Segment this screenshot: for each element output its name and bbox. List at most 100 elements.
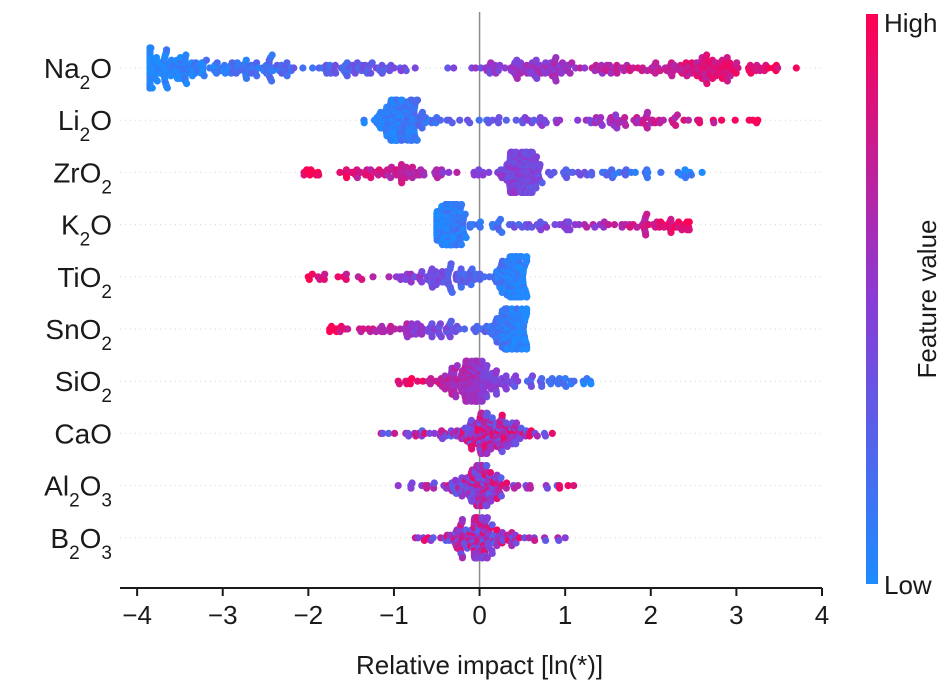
dot [268, 77, 276, 85]
dot [369, 273, 377, 281]
dot [622, 121, 630, 129]
dot [597, 114, 605, 122]
dot [418, 108, 427, 116]
dot [380, 328, 388, 336]
dot [407, 278, 415, 286]
dot [513, 74, 521, 82]
dot [556, 116, 564, 124]
dot [446, 333, 454, 341]
dot [598, 121, 606, 129]
dot [418, 278, 426, 286]
dot [515, 534, 524, 542]
dot [580, 380, 588, 388]
dot [202, 56, 210, 64]
x-tick-label: −4 [122, 600, 152, 630]
dot [475, 116, 483, 124]
dot [667, 228, 675, 236]
dot [512, 440, 520, 448]
dot [570, 482, 578, 490]
dot [485, 168, 493, 176]
dot [342, 270, 350, 278]
dot [710, 119, 718, 127]
dot [685, 218, 693, 226]
dot [444, 64, 452, 72]
dot [390, 64, 398, 72]
dot [478, 397, 486, 405]
dot [148, 84, 156, 92]
dot [575, 221, 583, 229]
dot [457, 283, 465, 291]
x-tick-label: 4 [815, 600, 829, 630]
dot [153, 77, 161, 85]
dot [479, 171, 487, 179]
dot [483, 409, 491, 417]
dot [308, 270, 316, 278]
dot [455, 325, 463, 333]
colorbar-gradient [866, 14, 878, 584]
dot [342, 275, 350, 283]
dot [413, 96, 422, 104]
dot [343, 174, 351, 182]
dot [523, 253, 531, 261]
dot [530, 116, 538, 124]
x-tick-label: 1 [558, 600, 572, 630]
dot [424, 482, 432, 490]
dot [367, 69, 375, 77]
x-tick-label: −2 [294, 600, 324, 630]
dot [332, 69, 340, 77]
dot [494, 119, 503, 127]
dot [503, 479, 511, 487]
dot [566, 69, 574, 77]
dot [436, 116, 444, 124]
dot [583, 223, 591, 231]
dot [498, 228, 506, 236]
dot [487, 497, 495, 505]
dot [461, 210, 469, 218]
dot [413, 136, 421, 144]
dot [430, 484, 438, 492]
dot [657, 168, 665, 176]
dot [163, 46, 171, 54]
dot [502, 116, 510, 124]
dot [538, 382, 546, 390]
dot [331, 61, 339, 69]
dot [643, 174, 652, 182]
dot [395, 380, 403, 388]
dot [536, 161, 544, 169]
dot [792, 64, 800, 72]
dot [387, 174, 395, 182]
dot [568, 59, 576, 67]
dot [391, 325, 399, 333]
dot [472, 64, 480, 72]
dot [489, 116, 497, 124]
dot [501, 64, 509, 72]
dot [723, 77, 732, 85]
feature-label: Na2O [44, 53, 112, 94]
dot [607, 69, 615, 77]
dot [344, 325, 352, 333]
dot [290, 64, 298, 72]
dot [437, 333, 445, 341]
dot [718, 116, 726, 124]
dots-layer [146, 44, 800, 562]
dot [528, 372, 537, 380]
dot [557, 69, 565, 77]
dot [458, 554, 466, 562]
dot [309, 64, 317, 72]
dot [467, 281, 475, 289]
colorbar: High Low Feature value [866, 8, 942, 600]
dot [368, 59, 376, 67]
dot [448, 119, 456, 127]
dot [561, 534, 569, 542]
dot [321, 270, 329, 278]
dot [675, 218, 683, 226]
dot [687, 171, 696, 179]
dot [483, 514, 491, 522]
dot [336, 168, 344, 176]
feature-label: Al2O3 [44, 471, 112, 512]
dot [466, 119, 474, 127]
dot [457, 241, 466, 249]
dot [523, 293, 531, 301]
dot [511, 382, 519, 390]
